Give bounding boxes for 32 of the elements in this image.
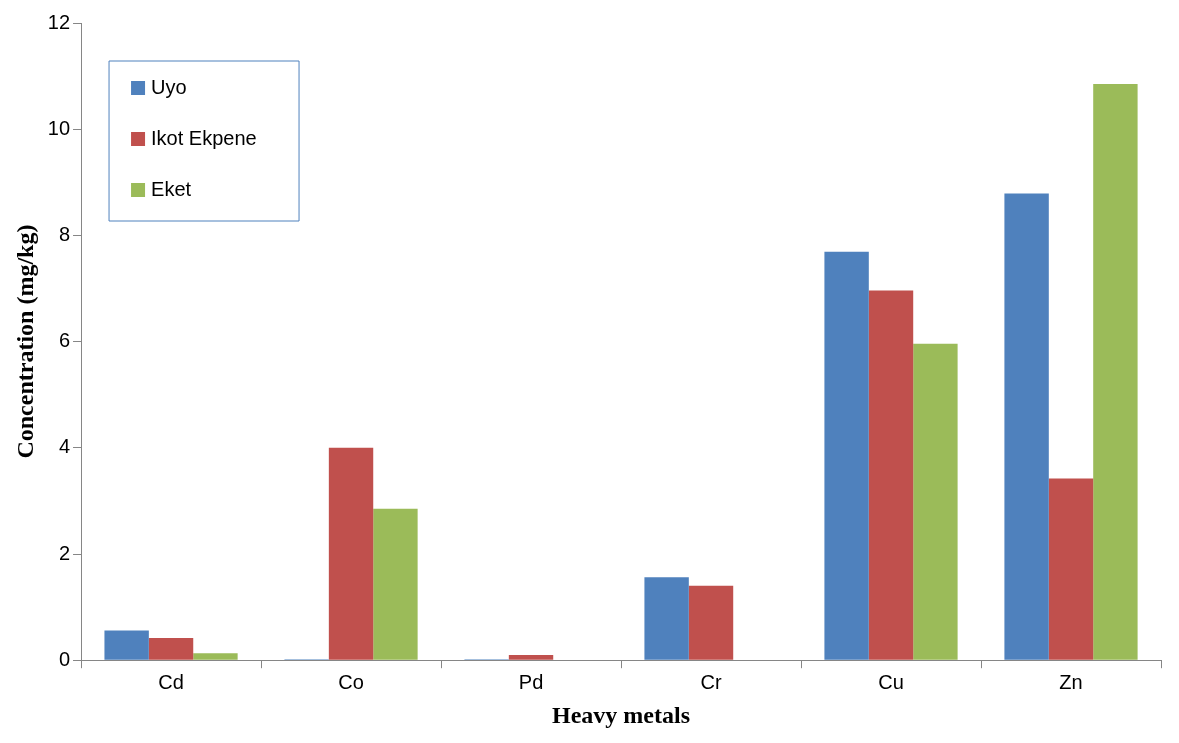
x-tick-label: Cu xyxy=(878,670,904,693)
x-tick-label: Cr xyxy=(700,670,722,693)
x-tick-label: Pd xyxy=(518,670,544,693)
y-tick-label: 0 xyxy=(58,647,71,670)
bar xyxy=(644,577,689,660)
bar xyxy=(1048,478,1094,660)
bar xyxy=(913,343,958,660)
x-axis-title: Heavy metals xyxy=(552,701,691,728)
x-tick-label: Cd xyxy=(158,670,184,693)
bar xyxy=(373,508,418,660)
bar xyxy=(1093,84,1138,660)
bar xyxy=(868,290,914,660)
y-axis-title: Concentration (mg/kg) xyxy=(11,224,38,459)
y-tick-label: 10 xyxy=(47,116,71,139)
bar xyxy=(328,447,374,660)
legend-label: Uyo xyxy=(151,75,187,98)
legend-label: Eket xyxy=(151,177,192,200)
x-tick-label: Co xyxy=(338,670,364,693)
y-tick-label: 12 xyxy=(47,10,71,33)
bar xyxy=(104,630,149,660)
y-tick-label: 8 xyxy=(58,222,71,245)
x-tick-label: Zn xyxy=(1059,670,1083,693)
y-tick-label: 2 xyxy=(58,541,71,564)
y-tick-label: 4 xyxy=(58,435,71,458)
bar xyxy=(148,637,194,660)
legend-label: Ikot Ekpene xyxy=(151,126,257,149)
bar xyxy=(508,654,554,660)
bar xyxy=(193,653,238,660)
bar xyxy=(688,585,734,660)
bar xyxy=(824,251,869,660)
bar xyxy=(1004,193,1049,660)
y-tick-label: 6 xyxy=(58,329,71,352)
